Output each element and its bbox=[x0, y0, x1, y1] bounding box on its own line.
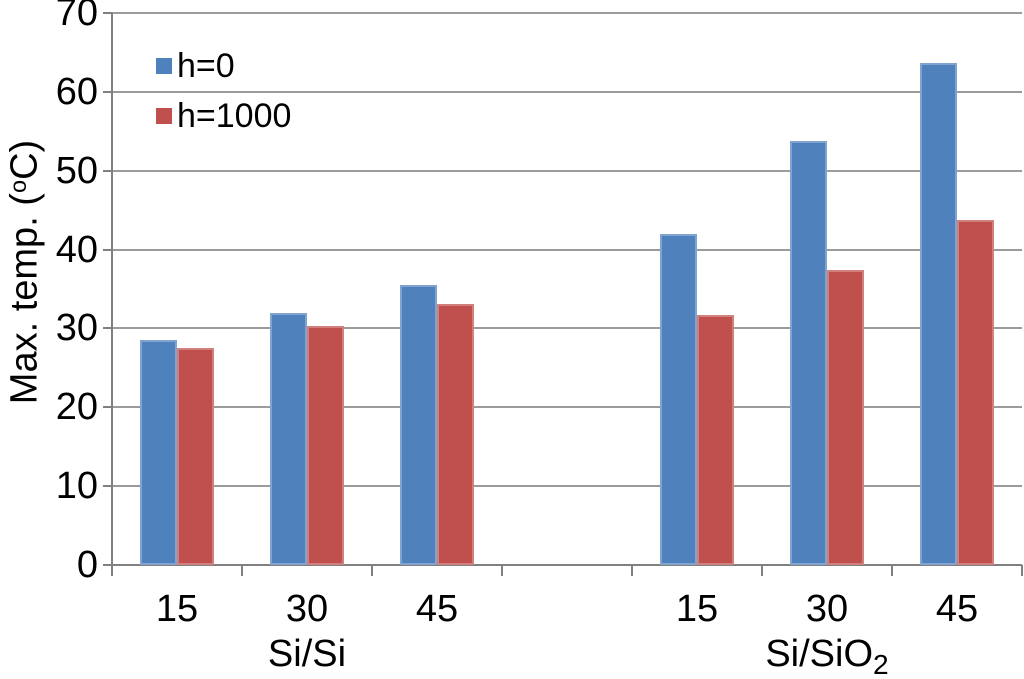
legend-label-h0: h=0 bbox=[177, 47, 235, 85]
x-tick-mark-6 bbox=[891, 565, 893, 576]
group-label-si-sio2-text: Si/SiO bbox=[765, 633, 874, 675]
gridline-y-70 bbox=[112, 12, 1022, 14]
y-tick-label-10: 10 bbox=[55, 465, 98, 508]
gridline-y-50 bbox=[112, 169, 1022, 172]
x-tick-label-Si/Si-45: 45 bbox=[415, 588, 459, 630]
x-axis-line bbox=[112, 564, 1022, 566]
x-tick-label-Si/SiO-30: 30 bbox=[805, 588, 849, 630]
x-tick-mark-3 bbox=[501, 565, 503, 576]
y-tick-mark-0 bbox=[103, 564, 112, 566]
legend-swatch-h1000-icon bbox=[156, 108, 172, 124]
y-tick-label-60: 60 bbox=[55, 70, 98, 113]
bar-h=0-Si/SiO-30 bbox=[790, 140, 827, 565]
x-tick-mark-7 bbox=[1021, 565, 1023, 576]
legend-item-h1000: h=1000 bbox=[156, 97, 291, 135]
bar-h=1000-Si/Si-15 bbox=[177, 348, 214, 565]
x-tick-label-Si/Si-30: 30 bbox=[285, 588, 329, 630]
y-tick-label-20: 20 bbox=[55, 386, 98, 429]
gridline-y-10 bbox=[112, 485, 1022, 488]
y-tick-mark-10 bbox=[103, 485, 112, 488]
group-label-si-si-text: Si/Si bbox=[267, 633, 347, 675]
bar-h=0-Si/SiO-45 bbox=[920, 62, 957, 565]
bar-h=1000-Si/SiO-30 bbox=[827, 270, 864, 565]
y-tick-mark-30 bbox=[103, 327, 112, 330]
y-tick-label-50: 50 bbox=[55, 149, 98, 192]
y-tick-mark-50 bbox=[103, 169, 112, 172]
group-label-si-si: Si/Si bbox=[157, 634, 457, 674]
y-axis-title-text: Max. temp. ( bbox=[3, 193, 46, 405]
y-tick-mark-70 bbox=[103, 12, 112, 14]
bar-h=1000-Si/Si-45 bbox=[437, 303, 474, 565]
bar-h=1000-Si/Si-30 bbox=[307, 326, 344, 565]
y-axis-line bbox=[111, 13, 113, 576]
y-tick-mark-60 bbox=[103, 90, 112, 93]
bar-h=0-Si/Si-30 bbox=[270, 312, 307, 565]
y-tick-label-30: 30 bbox=[55, 307, 98, 350]
x-tick-label-Si/SiO-45: 45 bbox=[935, 588, 979, 630]
y-tick-label-70: 70 bbox=[55, 0, 98, 34]
bar-h=1000-Si/SiO-45 bbox=[957, 219, 994, 565]
bar-h=0-Si/Si-15 bbox=[140, 340, 177, 565]
x-tick-label-Si/Si-15: 15 bbox=[155, 588, 199, 630]
legend-label-h1000: h=1000 bbox=[177, 97, 292, 135]
bar-h=0-Si/Si-45 bbox=[400, 285, 437, 565]
bar-h=0-Si/SiO-15 bbox=[660, 233, 697, 565]
legend-item-h0: h=0 bbox=[156, 47, 235, 85]
bar-h=1000-Si/SiO-15 bbox=[697, 315, 734, 565]
legend-swatch-h0-icon bbox=[156, 58, 172, 74]
y-tick-label-40: 40 bbox=[55, 228, 98, 271]
x-tick-mark-0 bbox=[111, 565, 113, 576]
x-tick-mark-1 bbox=[241, 565, 243, 576]
x-tick-mark-2 bbox=[371, 565, 373, 576]
group-label-si-sio2-subscript: 2 bbox=[873, 648, 889, 679]
y-tick-mark-40 bbox=[103, 248, 112, 251]
gridline-y-20 bbox=[112, 406, 1022, 409]
x-tick-label-Si/SiO-15: 15 bbox=[675, 588, 719, 630]
y-tick-mark-20 bbox=[103, 406, 112, 409]
x-tick-mark-5 bbox=[761, 565, 763, 576]
group-label-si-sio2: Si/SiO2 bbox=[677, 634, 977, 679]
gridline-y-40 bbox=[112, 248, 1022, 251]
y-tick-label-0: 0 bbox=[76, 544, 98, 586]
x-tick-mark-4 bbox=[631, 565, 633, 576]
gridline-y-30 bbox=[112, 327, 1022, 330]
gridline-y-60 bbox=[112, 90, 1022, 93]
